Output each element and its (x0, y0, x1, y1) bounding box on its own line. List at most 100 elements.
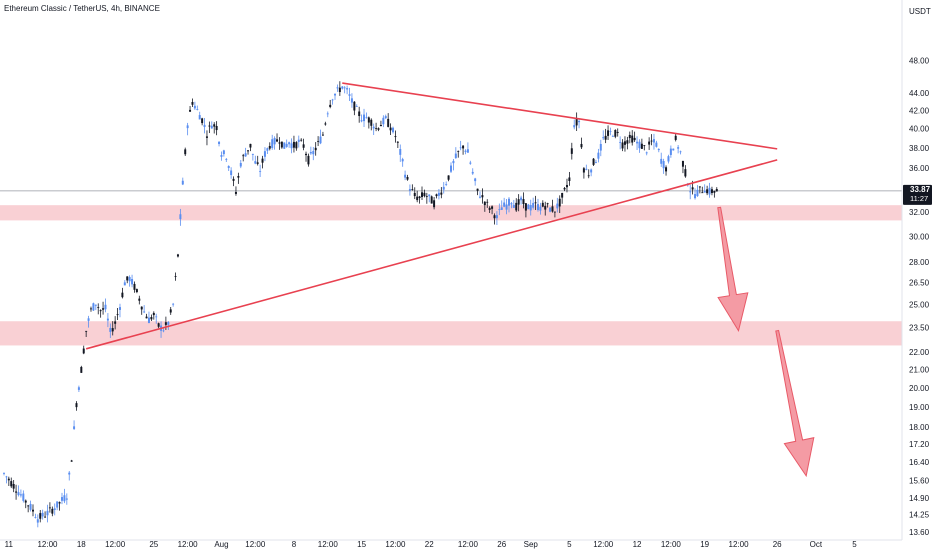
candle-body (140, 306, 143, 310)
candle-body (549, 207, 552, 212)
candle-body (636, 141, 639, 144)
support-zone (0, 205, 902, 221)
candle-body (590, 169, 593, 173)
candle-body (237, 175, 240, 178)
candle-body (437, 192, 440, 196)
candle-body (324, 123, 327, 125)
time-tick-label: 12:00 (729, 540, 750, 549)
candle-body (34, 517, 37, 518)
candle-body (198, 115, 201, 120)
time-axis[interactable]: 11 12:00 18 12:00 25 12:00 Aug 12:00 8 12:00 15 12:… (5, 540, 858, 549)
candle-body (239, 162, 242, 167)
candle-body (213, 124, 216, 127)
candle-body (604, 135, 607, 140)
candle-body (570, 148, 573, 154)
candle-body (176, 254, 179, 257)
candle-body (12, 483, 15, 489)
candle-body (507, 198, 510, 206)
time-tick-label: 12:00 (661, 540, 682, 549)
support-zones (0, 205, 902, 346)
candle-body (587, 175, 590, 177)
price-tick-label: 36.00 (909, 164, 930, 173)
candle-body (594, 162, 597, 163)
candle-body (599, 143, 602, 151)
candle-body (302, 144, 305, 148)
candle-body (292, 141, 295, 148)
candle-body (169, 309, 172, 313)
candle-body (24, 500, 27, 503)
candle-body (317, 140, 320, 142)
candle-body (309, 152, 312, 154)
candle-body (51, 508, 54, 514)
candle-body (452, 160, 455, 164)
candle-body (679, 151, 682, 153)
candle-body (319, 136, 322, 144)
candle-body (305, 153, 308, 156)
candle-body (360, 120, 363, 122)
candle-body (186, 125, 189, 129)
time-tick-label: 12:00 (318, 540, 339, 549)
candle-body (640, 143, 643, 149)
time-tick-label: 12 (633, 540, 642, 549)
candle-body (263, 151, 266, 157)
candle-body (326, 113, 329, 115)
candle-body (563, 188, 566, 190)
price-tick-label: 21.00 (909, 366, 930, 375)
candle-body (102, 308, 105, 310)
candle-body (336, 87, 339, 89)
price-tick-label: 18.00 (909, 423, 930, 432)
candle-body (353, 101, 356, 111)
candle-body (602, 137, 605, 139)
candle-body (65, 498, 68, 500)
candle-body (297, 139, 300, 142)
candle-body (123, 282, 126, 286)
trendlines[interactable] (85, 82, 778, 350)
candle-body (698, 186, 701, 188)
candle-body (505, 204, 508, 210)
candle-body (474, 178, 477, 182)
candle-body (626, 140, 629, 144)
candle-body (481, 195, 484, 198)
candle-body (179, 214, 182, 220)
candle-body (561, 192, 564, 198)
candle-body (92, 303, 95, 311)
candle-body (75, 403, 78, 408)
candle-body (155, 316, 158, 318)
candle-body (56, 501, 59, 508)
candle-body (244, 153, 247, 157)
candle-body (273, 138, 276, 145)
price-tick-label: 20.00 (909, 384, 930, 393)
candle-body (307, 155, 310, 165)
candle-body (5, 476, 8, 478)
candle-body (522, 199, 525, 205)
candle-body (208, 125, 211, 127)
candle-body (31, 509, 34, 512)
candle-body (218, 141, 221, 145)
candle-body (350, 98, 353, 103)
candle-body (665, 167, 668, 172)
candle-body (701, 192, 704, 194)
candle-body (515, 202, 518, 211)
candle-body (445, 184, 448, 185)
price-tick-label: 14.90 (909, 494, 930, 503)
candle-body (483, 201, 486, 206)
time-tick-label: 12:00 (245, 540, 266, 549)
candle-body (70, 460, 73, 462)
candle-body (201, 118, 204, 124)
candle-body (694, 194, 697, 199)
candle-body (145, 316, 148, 319)
price-tick-label: 30.00 (909, 232, 930, 241)
candle-body (283, 142, 286, 149)
candle-body (532, 202, 535, 208)
candle-body (510, 203, 513, 205)
price-tick-label: 40.00 (909, 125, 930, 134)
projection-arrows[interactable] (717, 206, 815, 478)
candle-body (205, 136, 208, 138)
candle-body (713, 190, 716, 193)
candle-body (672, 148, 675, 151)
candle-body (232, 178, 235, 181)
time-tick-label: 26 (773, 540, 782, 549)
candle-body (498, 209, 501, 211)
candle-body (249, 143, 252, 148)
